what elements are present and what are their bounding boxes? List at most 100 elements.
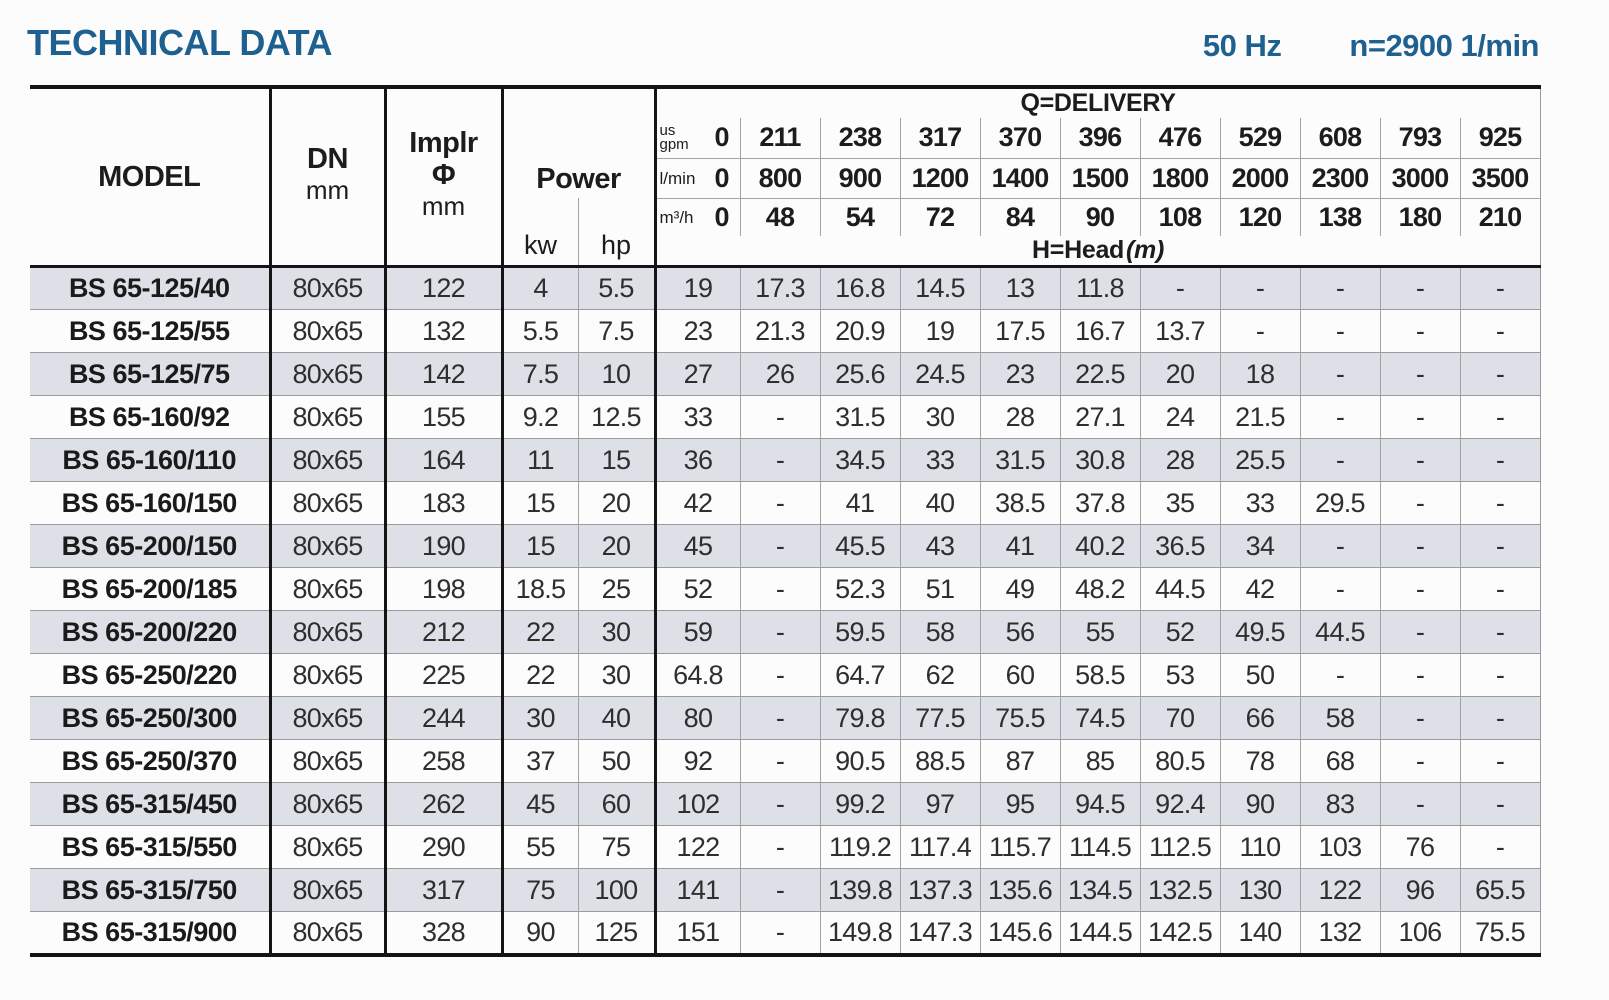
head-value-cell: 20 — [1139, 352, 1220, 396]
dn-cell: 80x65 — [270, 352, 387, 396]
head-value-cell: 49 — [979, 567, 1060, 611]
head-value-cell: 21.3 — [739, 309, 820, 353]
head-value-cell: 97 — [899, 782, 980, 826]
flow-value-cell: 211 — [739, 118, 820, 159]
power-kw-cell: 9.2 — [502, 395, 579, 439]
table-row: BS 65-200/185 80x65 198 18.5 25 52 - 52.… — [30, 567, 1541, 611]
head-label: H=Head — [1032, 236, 1125, 264]
table-row: BS 65-200/150 80x65 190 15 20 45 - 45.5 … — [30, 524, 1541, 568]
head-value-cell: - — [739, 438, 820, 482]
flow-value-cell: 120 — [1219, 198, 1300, 236]
head-value-cell: 33 — [899, 438, 980, 482]
head-value-cell: - — [1299, 524, 1380, 568]
flow-value-cell: 370 — [979, 118, 1060, 159]
head-value-cell: - — [1459, 653, 1541, 697]
dn-cell: 80x65 — [270, 825, 387, 869]
head-value-cell: 99.2 — [819, 782, 900, 826]
implr-cell: 244 — [385, 696, 504, 740]
flow-value-cell: 72 — [899, 198, 980, 236]
dn-cell: 80x65 — [270, 868, 387, 912]
m3h-unit-label: m³/h — [659, 207, 694, 227]
head-value-cell: 24 — [1139, 395, 1220, 439]
head-value-cell: - — [1459, 266, 1541, 310]
head-value-cell: 147.3 — [899, 911, 980, 955]
power-kw-cell: 22 — [502, 610, 579, 654]
power-hp-cell: 100 — [578, 868, 657, 912]
dn-cell: 80x65 — [270, 395, 387, 439]
implr-cell: 155 — [385, 395, 504, 439]
head-value-cell: - — [1379, 266, 1460, 310]
head-value-cell: 149.8 — [819, 911, 900, 955]
implr-cell: 183 — [385, 481, 504, 525]
flow-value-cell: 180 — [1379, 198, 1460, 236]
head-value-cell: 19 — [655, 266, 740, 310]
head-value-cell: 44.5 — [1139, 567, 1220, 611]
lmin-unit-cell: l/min 0 — [655, 158, 740, 199]
head-unit-label: (m) — [1126, 236, 1165, 264]
head-value-cell: 78 — [1219, 739, 1300, 783]
head-value-cell: - — [1379, 782, 1460, 826]
head-value-cell: - — [739, 395, 820, 439]
flow-zero-value: 0 — [714, 162, 730, 193]
head-value-cell: 44.5 — [1299, 610, 1380, 654]
head-value-cell: 21.5 — [1219, 395, 1300, 439]
head-value-cell: - — [1299, 352, 1380, 396]
flow-value-cell: 317 — [899, 118, 980, 159]
head-value-cell: 90.5 — [819, 739, 900, 783]
flow-value-cell: 608 — [1299, 118, 1380, 159]
head-value-cell: - — [1459, 352, 1541, 396]
power-kw-cell: 5.5 — [502, 309, 579, 353]
head-section-header: H=Head(m) — [655, 236, 1541, 268]
dn-cell: 80x65 — [270, 782, 387, 826]
head-value-cell: 45 — [655, 524, 740, 568]
head-value-cell: 135.6 — [979, 868, 1060, 912]
head-value-cell: 145.6 — [979, 911, 1060, 955]
implr-cell: 142 — [385, 352, 504, 396]
head-value-cell: 76 — [1379, 825, 1460, 869]
head-value-cell: - — [1459, 567, 1541, 611]
flow-value-cell: 138 — [1299, 198, 1380, 236]
table-row: BS 65-125/75 80x65 142 7.5 10 27 26 25.6… — [30, 352, 1541, 396]
head-value-cell: 103 — [1299, 825, 1380, 869]
power-kw-cell: 75 — [502, 868, 579, 912]
model-column-header: MODEL — [30, 87, 272, 268]
head-value-cell: 35 — [1139, 481, 1220, 525]
head-value-cell: 34 — [1219, 524, 1300, 568]
head-value-cell: 132.5 — [1139, 868, 1220, 912]
implr-phi-symbol: Φ — [431, 159, 456, 191]
head-value-cell: 25.6 — [819, 352, 900, 396]
head-value-cell: - — [1459, 610, 1541, 654]
head-value-cell: 40.2 — [1059, 524, 1140, 568]
flow-value-cell: 2000 — [1219, 158, 1300, 199]
head-value-cell: 23 — [979, 352, 1060, 396]
head-value-cell: 68 — [1299, 739, 1380, 783]
gpm-unit-cell: us gpm 0 — [655, 118, 740, 159]
flow-value-cell: 1800 — [1139, 158, 1220, 199]
implr-cell: 132 — [385, 309, 504, 353]
head-value-cell: - — [739, 610, 820, 654]
head-value-cell: 114.5 — [1059, 825, 1140, 869]
head-value-cell: 16.7 — [1059, 309, 1140, 353]
implr-cell: 190 — [385, 524, 504, 568]
head-value-cell: - — [1459, 438, 1541, 482]
table-row: BS 65-315/550 80x65 290 55 75 122 - 119.… — [30, 825, 1541, 869]
head-value-cell: - — [1379, 567, 1460, 611]
head-value-cell: 132 — [1299, 911, 1380, 955]
model-cell: BS 65-250/300 — [30, 696, 272, 740]
flow-value-cell: 3000 — [1379, 158, 1460, 199]
flow-zero-value: 0 — [714, 122, 730, 153]
head-value-cell: 55 — [1059, 610, 1140, 654]
head-value-cell: 19 — [899, 309, 980, 353]
head-value-cell: - — [1379, 524, 1460, 568]
power-kw-cell: 22 — [502, 653, 579, 697]
dn-cell: 80x65 — [270, 567, 387, 611]
lmin-unit-label: l/min — [659, 168, 696, 188]
head-value-cell: - — [1379, 309, 1460, 353]
dn-cell: 80x65 — [270, 911, 387, 955]
head-value-cell: 83 — [1299, 782, 1380, 826]
head-value-cell: 75.5 — [979, 696, 1060, 740]
head-value-cell: 43 — [899, 524, 980, 568]
head-value-cell: 92 — [655, 739, 740, 783]
head-value-cell: - — [1459, 782, 1541, 826]
head-value-cell: 36.5 — [1139, 524, 1220, 568]
